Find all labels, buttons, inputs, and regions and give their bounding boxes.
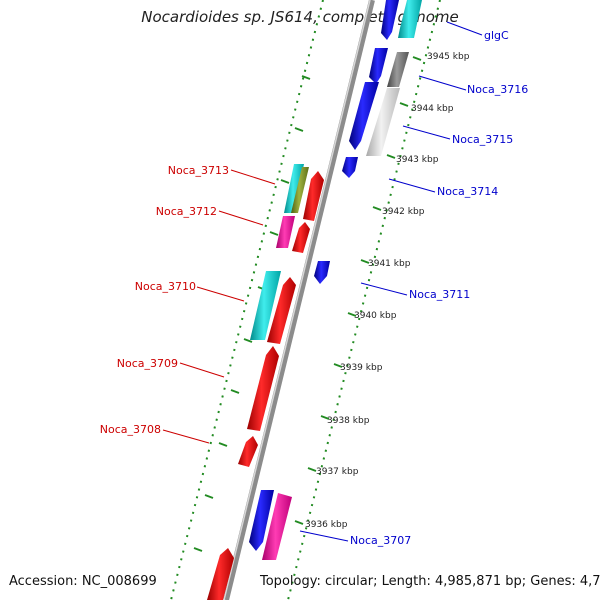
kbp-label-3945: 3945 kbp — [427, 52, 470, 62]
inner-tick-marks — [294, 56, 422, 525]
gene-noca-3715-partner[interactable] — [366, 88, 400, 156]
map-title: Nocardioides sp. JS614, complete genome — [141, 8, 459, 26]
outer-tick-marks — [193, 75, 311, 552]
gene-noca-3716-partner[interactable] — [387, 52, 409, 87]
kbp-labels: 3945 kbp 3944 kbp 3943 kbp 3942 kbp 3941… — [305, 52, 470, 530]
gene-noca-3713-cyan[interactable] — [284, 164, 304, 213]
gene-noca-3707-partner[interactable] — [262, 493, 292, 560]
label-noca-3709: Noca_3709 — [117, 357, 178, 370]
label-noca-3711: Noca_3711 — [409, 288, 470, 301]
reverse-strand-genes — [249, 0, 422, 560]
gene-noca-3713[interactable] — [303, 171, 324, 221]
gene-noca-3712-pink[interactable] — [276, 216, 295, 248]
gene-noca-3715[interactable] — [349, 82, 379, 150]
kbp-label-3941: 3941 kbp — [368, 259, 411, 269]
kbp-label-3944: 3944 kbp — [411, 104, 454, 114]
gene-noca-3710-cyan[interactable] — [250, 271, 281, 340]
left-leader-lines — [162, 169, 276, 444]
label-noca-3714: Noca_3714 — [437, 185, 498, 198]
left-gene-labels: Noca_3713 Noca_3712 Noca_3710 Noca_3709 … — [100, 164, 229, 436]
label-noca-3713: Noca_3713 — [168, 164, 229, 177]
genome-backbone — [223, 0, 375, 600]
gene-noca-3708[interactable] — [238, 436, 258, 467]
label-glgc: glgC — [484, 29, 509, 42]
kbp-label-3937: 3937 kbp — [316, 467, 359, 477]
gene-noca-3711[interactable] — [314, 261, 330, 284]
label-noca-3715: Noca_3715 — [452, 133, 513, 146]
label-noca-3708: Noca_3708 — [100, 423, 161, 436]
gene-noca-3712[interactable] — [292, 222, 310, 253]
kbp-label-3939: 3939 kbp — [340, 363, 383, 373]
genome-summary-text: Topology: circular; Length: 4,985,871 bp… — [260, 574, 600, 589]
accession-text: Accession: NC_008699 — [9, 574, 157, 589]
kbp-label-3940: 3940 kbp — [354, 311, 397, 321]
gene-noca-3714[interactable] — [342, 157, 358, 178]
right-leader-lines — [299, 21, 483, 542]
gene-glgc-partner[interactable] — [398, 0, 422, 38]
gene-noca-3707[interactable] — [249, 490, 274, 551]
gene-noca-3709[interactable] — [247, 346, 279, 431]
right-gene-labels: glgC Noca_3716 Noca_3715 Noca_3714 Noca_… — [350, 29, 528, 547]
kbp-label-3943: 3943 kbp — [396, 155, 439, 165]
label-noca-3707: Noca_3707 — [350, 534, 411, 547]
forward-strand-genes — [207, 164, 324, 600]
gene-noca-3716[interactable] — [369, 48, 388, 84]
kbp-label-3936: 3936 kbp — [305, 520, 348, 530]
gene-noca-3710[interactable] — [267, 277, 296, 344]
label-noca-3710: Noca_3710 — [135, 280, 196, 293]
genome-backbone-highlight — [223, 0, 371, 600]
label-noca-3716: Noca_3716 — [467, 83, 528, 96]
label-noca-3712: Noca_3712 — [156, 205, 217, 218]
gene-glgc[interactable] — [381, 0, 399, 40]
gene-noca-3713-olive[interactable] — [291, 167, 309, 213]
gene-forward-bottom[interactable] — [207, 548, 234, 600]
kbp-label-3942: 3942 kbp — [382, 207, 425, 217]
kbp-label-3938: 3938 kbp — [327, 416, 370, 426]
